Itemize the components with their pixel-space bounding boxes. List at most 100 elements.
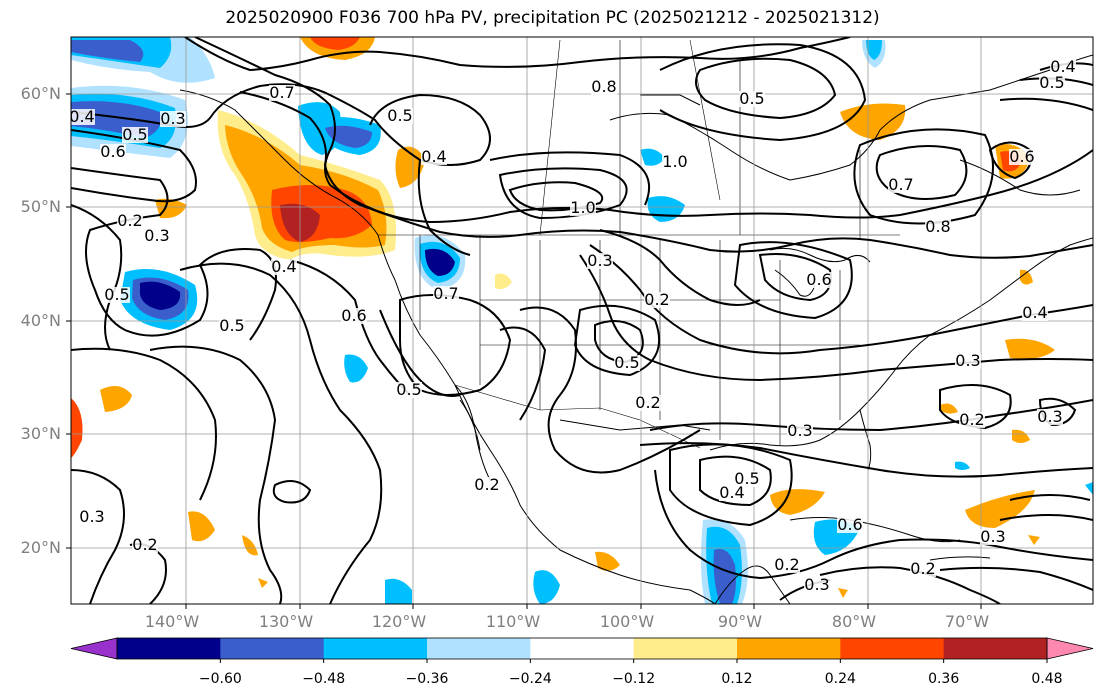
contour-label-bg [804,577,830,593]
contour-label-bg [100,144,126,160]
contour-label: 0.4 [1022,303,1047,322]
contour-label: 0.4 [69,107,94,126]
contour-label-bg [269,85,295,101]
lon-label: 80°W [832,612,876,631]
contour-label: 0.6 [806,270,831,289]
contour-label-bg [719,485,745,501]
contour-label: 0.5 [219,316,244,335]
colorbar-tick-label: −0.60 [199,671,242,687]
contour-label: 0.5 [734,469,759,488]
contour-label: 0.4 [271,257,296,276]
contour-label: 0.5 [122,125,147,144]
colorbar-extend-low [70,637,118,660]
contour-label: 1.0 [662,152,687,171]
contour-label-bg [144,228,170,244]
contour-label-bg [587,253,613,269]
colorbar-tick-label: 0.48 [1031,671,1062,687]
colorbar-tick-label: −0.48 [302,671,345,687]
contour-label-bg [1009,149,1035,165]
contour-label: 0.7 [888,175,913,194]
colorbar-segment [117,638,221,659]
contour-label-bg [570,200,596,216]
contour-label: 0.3 [955,351,980,370]
contour-label-bg [774,557,800,573]
contour-label: 0.7 [433,284,458,303]
contour-label: 0.5 [387,106,412,125]
contour-label: 0.4 [719,483,744,502]
contour-label-bg [1022,305,1048,321]
colorbar-segment [220,638,325,659]
lat-label: 20°N [21,538,61,557]
contour-label: 0.3 [787,421,812,440]
latitude-labels: 60°N 50°N 40°N 30°N 20°N [21,84,61,557]
lon-label: 90°W [718,612,762,631]
contour-label: 0.3 [1037,407,1062,426]
colorbar-extend-high [1046,637,1094,660]
contour-labels: 0.40.50.30.60.70.50.40.80.51.01.00.70.80… [69,57,1076,594]
lon-label: 70°W [945,612,989,631]
colorbar-segment [530,638,635,659]
contour-label-bg [122,127,148,143]
contour-label-bg [219,318,245,334]
contour-label: 0.5 [614,353,639,372]
lon-label: 130°W [259,612,314,631]
contour-label-bg [433,286,459,302]
contour-label: 0.5 [1039,73,1064,92]
contour-label-bg [925,219,951,235]
contour-label-bg [1050,59,1076,75]
contour-label-bg [421,149,447,165]
contour-label: 0.3 [144,226,169,245]
contour-label-bg [104,287,130,303]
contour-label-bg [955,353,981,369]
contour-label: 0.3 [804,575,829,594]
contour-label: 0.6 [1009,147,1034,166]
colorbar-tick-label: 0.36 [928,671,959,687]
contour-label: 0.3 [79,507,104,526]
contour-label: 0.5 [104,285,129,304]
contour-label: 0.3 [160,109,185,128]
contour-label: 0.6 [341,306,366,325]
contour-label: 0.2 [132,535,157,554]
lat-label: 40°N [21,311,61,330]
positive-precip-shading [71,37,1055,598]
contour-label-bg [888,177,914,193]
contour-label: 1.0 [570,198,595,217]
coastlines [179,54,1093,604]
lon-label: 100°W [600,612,655,631]
contour-label-bg [71,109,95,125]
contour-label-bg [387,108,413,124]
contour-label: 0.4 [421,147,446,166]
colorbar-segment [427,638,531,659]
contour-label-bg [734,471,760,487]
contour-label: 0.7 [269,83,294,102]
lat-label: 60°N [21,84,61,103]
colorbar-frame [116,637,1048,660]
contour-label-bg [837,517,863,533]
contour-label-bg [910,561,936,577]
colorbar-segment [633,638,738,659]
contour-label: 0.6 [837,515,862,534]
axis-ticks [66,93,982,609]
lon-label: 140°W [145,612,200,631]
colorbar-segment [943,638,1048,659]
contour-label: 0.4 [1050,57,1075,76]
contour-label: 0.5 [396,380,421,399]
contour-label: 0.2 [117,211,142,230]
contour-label-bg [980,529,1006,545]
map-title: 2025020900 F036 700 hPa PV, precipitatio… [225,8,880,28]
contour-label-bg [160,111,186,127]
colorbar-segment [737,638,841,659]
contour-label: 0.2 [959,410,984,429]
colorbar-tick-label: −0.24 [509,671,552,687]
contour-label: 0.5 [739,89,764,108]
contour-label-bg [662,154,688,170]
pv-contours [71,37,1093,604]
contour-label-bg [644,292,670,308]
colorbar-tick-label: −0.12 [612,671,655,687]
contour-label-bg [79,509,105,525]
lon-label: 120°W [372,612,427,631]
colorbar-tick-label: 0.24 [825,671,856,687]
contour-label-bg [635,395,661,411]
colorbar-tick-label: −0.36 [406,671,449,687]
